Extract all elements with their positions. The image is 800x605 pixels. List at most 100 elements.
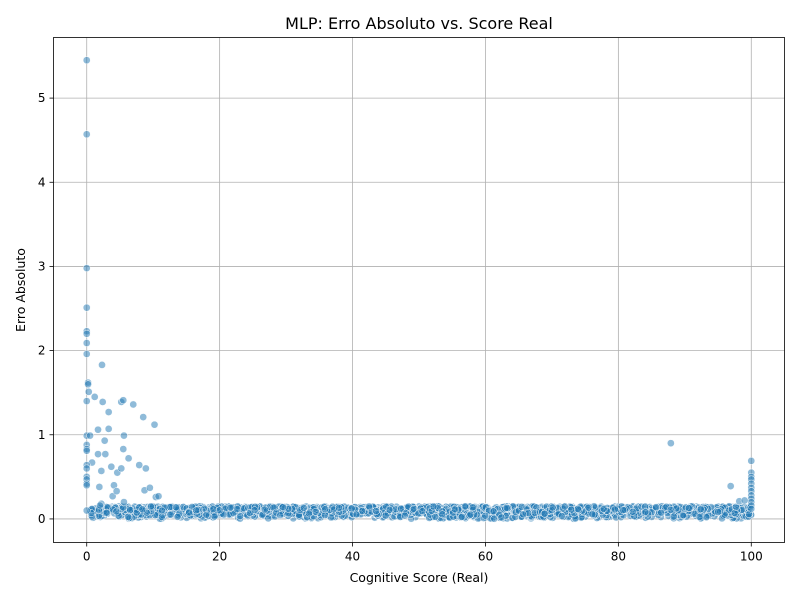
data-point [641,508,650,516]
data-point [82,350,91,358]
data-point [714,508,723,516]
data-point [305,509,313,518]
data-point [667,439,675,448]
data-point [82,464,91,473]
data-point [100,436,109,445]
data-point [139,413,148,421]
data-point [129,400,138,409]
data-point [150,420,159,429]
data-point [157,513,166,521]
data-point [82,329,91,338]
y-axis-label: Erro Absoluto [13,248,28,332]
data-point [82,446,91,455]
data-point [497,513,506,522]
data-point [154,492,163,501]
data-point [695,513,704,521]
data-point [146,483,154,492]
data-point [210,512,219,521]
data-point [431,512,440,521]
data-point [481,511,490,520]
data-point [226,503,235,512]
data-point [120,431,128,440]
data-point [104,425,113,433]
data-point [135,461,144,469]
data-point [502,504,511,512]
data-point [321,505,330,514]
data-point [567,505,576,514]
data-point [372,507,380,515]
grid-layer [53,37,785,543]
data-point [82,303,91,312]
data-point [82,397,91,405]
data-point [101,450,110,458]
data-point [740,496,749,505]
data-point [120,498,128,506]
data-point [358,507,366,515]
data-point [365,502,374,511]
data-point [458,513,466,521]
x-tick-label: 100 [740,550,763,564]
data-point [97,467,106,475]
data-point [98,398,107,406]
data-point [119,445,128,453]
data-point [112,507,121,516]
x-tick-label: 20 [212,550,227,564]
data-point [276,511,285,520]
data-point [385,506,394,514]
data-point [489,507,498,516]
data-point [335,504,343,512]
data-point [466,510,475,519]
data-point [86,431,94,440]
data-point [747,504,756,513]
data-point [147,502,155,511]
data-point [112,487,121,496]
data-point [299,504,308,512]
data-point [94,425,102,434]
y-tick-label: 3 [38,259,46,273]
chart-title: MLP: Erro Absoluto vs. Score Real [285,14,553,33]
y-tick-label: 1 [38,428,46,442]
data-point [381,511,390,520]
data-point [438,510,447,519]
y-tick-label: 5 [38,91,46,105]
data-point [588,510,597,519]
data-point [599,504,608,513]
data-point [732,502,740,511]
x-tick-label: 40 [345,550,360,564]
data-point [233,505,242,513]
y-tick-label: 2 [38,344,46,358]
data-point [119,396,128,405]
data-point [185,508,193,517]
data-point [84,380,92,389]
data-point [628,507,637,516]
data-point [747,457,756,465]
data-point [490,514,499,523]
data-point [124,454,133,463]
data-point [619,506,628,515]
data-point [669,512,678,521]
y-tick-label: 4 [38,175,46,189]
plot-area-frame [53,37,785,543]
data-point [209,505,218,513]
data-point [657,508,666,517]
x-axis-label: Cognitive Score (Real) [350,570,489,585]
data-point [215,506,224,515]
data-point [429,502,438,511]
data-point [726,482,735,490]
data-point [702,513,711,522]
data-point [264,514,273,523]
data-point [730,509,739,517]
data-point [142,464,150,473]
x-tick-label: 80 [611,550,626,564]
data-point [82,130,91,139]
data-point [107,462,116,471]
data-point [260,505,269,514]
x-tick-label: 0 [83,550,91,564]
data-point [611,505,619,514]
data-point [108,492,117,501]
data-point [94,450,102,458]
data-point [451,505,459,514]
